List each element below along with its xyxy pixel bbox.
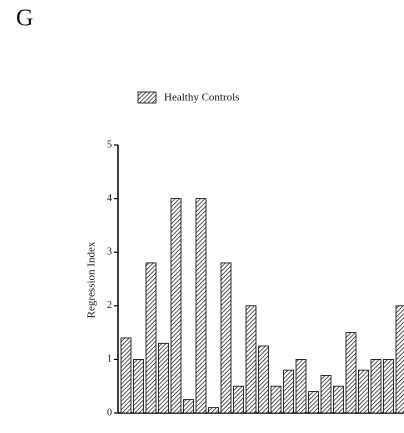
bar bbox=[295, 358, 307, 414]
bar bbox=[208, 407, 219, 414]
y-tick-label: 4 bbox=[107, 193, 112, 204]
bar bbox=[258, 345, 269, 414]
bar bbox=[270, 385, 282, 414]
y-tick-label: 1 bbox=[107, 354, 112, 365]
y-tick-label: 2 bbox=[107, 300, 112, 311]
legend-label: Healthy Controls bbox=[164, 92, 239, 104]
y-tick-label: 0 bbox=[107, 407, 112, 418]
bar bbox=[183, 399, 194, 414]
bar bbox=[170, 198, 182, 414]
bar bbox=[283, 369, 294, 414]
panel-label: G bbox=[16, 6, 33, 32]
y-tick-label: 3 bbox=[107, 246, 112, 257]
bar bbox=[158, 342, 169, 414]
bar bbox=[145, 262, 157, 414]
bar bbox=[220, 262, 232, 414]
bar bbox=[245, 305, 257, 414]
bar bbox=[320, 375, 332, 414]
bar bbox=[120, 337, 132, 414]
bar bbox=[358, 369, 369, 414]
bar bbox=[195, 198, 207, 414]
bar bbox=[383, 358, 394, 414]
bar bbox=[308, 391, 319, 414]
bar bbox=[233, 385, 244, 414]
bar bbox=[370, 358, 382, 414]
bar bbox=[333, 385, 344, 414]
bar bbox=[395, 305, 404, 414]
legend-swatch bbox=[137, 91, 157, 104]
bar bbox=[133, 358, 144, 414]
y-axis-label: Regression Index bbox=[86, 241, 98, 318]
y-tick-label: 5 bbox=[107, 139, 112, 150]
bar bbox=[345, 332, 357, 414]
